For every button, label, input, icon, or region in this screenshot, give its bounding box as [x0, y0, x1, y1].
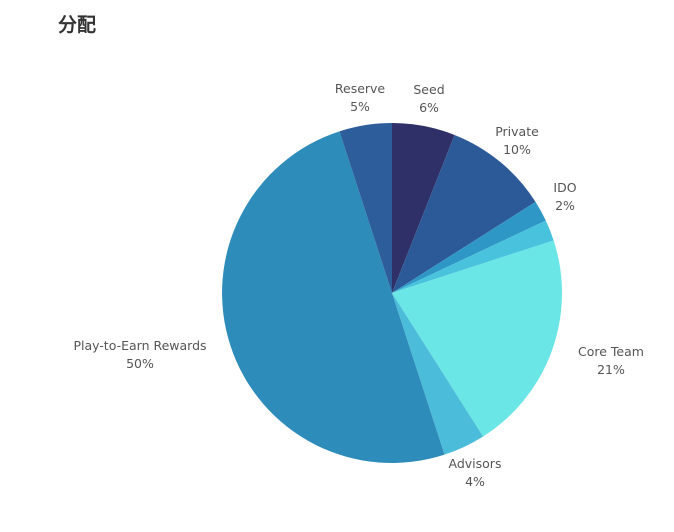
slice-label: Advisors	[449, 456, 502, 471]
page-title: 分配	[58, 14, 97, 36]
pie-slice-reserve	[339, 123, 392, 293]
slice-value-label: 10%	[503, 142, 531, 157]
pie-slice-seed	[392, 123, 455, 293]
pie-slice-private	[392, 134, 536, 293]
slice-label: Seed	[413, 82, 444, 97]
slice-value-label: 50%	[126, 356, 154, 371]
pie-slice-play-to-earn-rewards	[222, 131, 445, 463]
slice-label: Reserve	[335, 81, 386, 96]
pie-slice-unlabeled-3	[392, 220, 554, 293]
slice-value-label: 2%	[555, 198, 575, 213]
slice-label: IDO	[553, 180, 576, 195]
slice-label: Core Team	[578, 344, 644, 359]
slice-label: Private	[495, 124, 539, 139]
pie-slice-core-team	[392, 240, 562, 437]
pie-slice-ido	[392, 201, 546, 293]
pie-slice-advisors	[392, 293, 484, 455]
slice-value-label: 4%	[465, 474, 485, 489]
slice-value-label: 6%	[419, 100, 439, 115]
slice-value-label: 21%	[597, 362, 625, 377]
slice-value-label: 5%	[350, 99, 370, 114]
slice-label: Play-to-Earn Rewards	[73, 338, 206, 353]
